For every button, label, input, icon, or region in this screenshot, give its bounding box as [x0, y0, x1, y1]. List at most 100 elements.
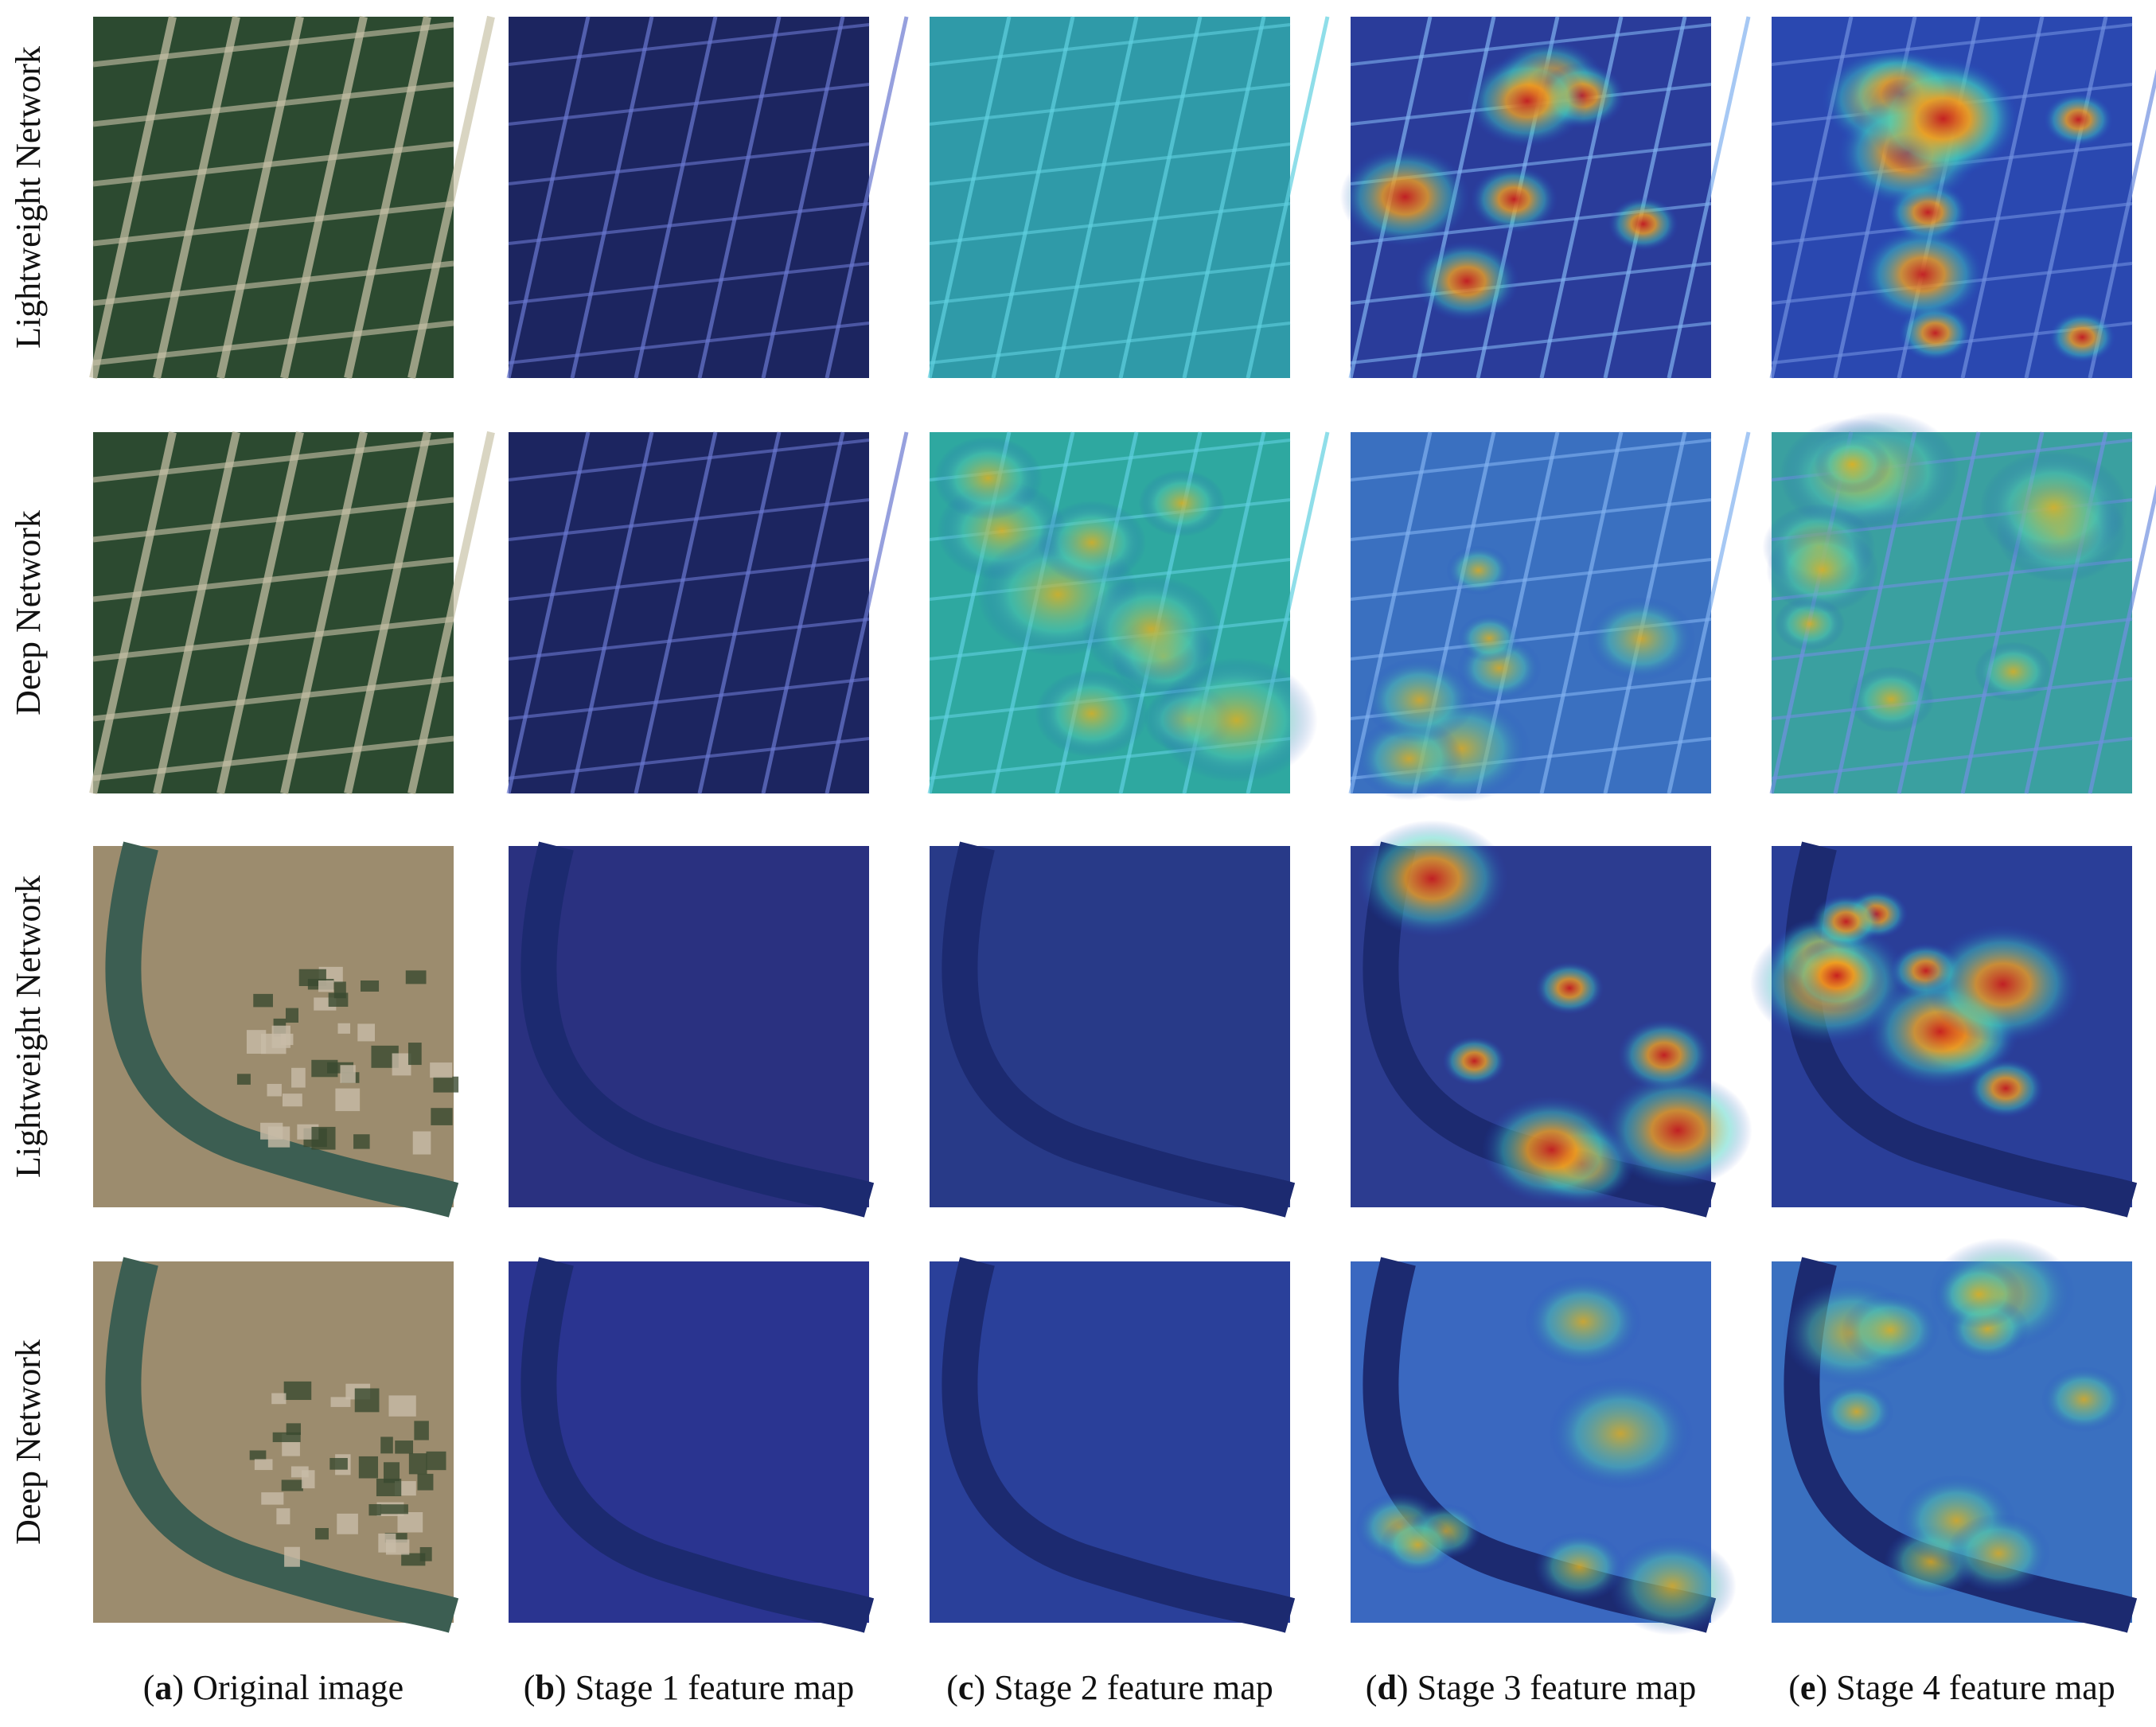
building — [388, 1395, 416, 1417]
panel-content — [1782, 1238, 2138, 1633]
activation-blob — [1379, 1515, 1456, 1574]
building — [281, 1479, 303, 1491]
building — [357, 1023, 376, 1042]
panel-content — [1355, 1257, 1737, 1635]
panel-content — [520, 1257, 875, 1633]
building — [433, 1076, 459, 1093]
building — [236, 1074, 251, 1085]
building — [383, 1462, 400, 1483]
building — [397, 1512, 423, 1533]
activation-blob — [1446, 545, 1511, 595]
building — [408, 1453, 427, 1475]
activation-blob — [1414, 240, 1519, 322]
field-road — [92, 616, 454, 662]
panel-content — [506, 431, 909, 794]
row-label: Lightweight Network — [9, 46, 48, 349]
building — [276, 1508, 290, 1525]
field-road — [1350, 558, 1712, 601]
activation-blob — [1603, 1073, 1752, 1188]
field-road — [929, 23, 1291, 66]
building — [405, 970, 427, 984]
building — [301, 1470, 315, 1489]
field-road — [89, 431, 177, 795]
building — [353, 1134, 370, 1149]
field-road — [153, 15, 240, 380]
field-road — [697, 431, 782, 794]
panel-content — [105, 841, 459, 1218]
panel-background — [509, 432, 869, 793]
field-road — [506, 16, 591, 379]
river — [942, 1257, 1296, 1633]
field-road — [1350, 498, 1712, 541]
image-panel — [509, 841, 875, 1218]
field-road — [344, 431, 431, 795]
field-road — [92, 81, 454, 127]
caption-text: ( — [946, 1668, 958, 1707]
panel-content — [927, 431, 1330, 794]
building — [291, 1067, 306, 1088]
image-panel — [506, 431, 909, 794]
building — [431, 1108, 453, 1125]
field-road — [634, 16, 718, 379]
activation-blob — [1766, 526, 1879, 614]
caption-text: ( — [1366, 1668, 1378, 1707]
building — [340, 1065, 356, 1083]
field-road — [506, 431, 591, 794]
panel-content — [1762, 411, 2156, 794]
activation-blob — [1933, 1259, 2025, 1329]
building — [267, 1126, 290, 1148]
field-road — [570, 431, 654, 794]
field-road — [92, 260, 454, 306]
activation-blob — [1155, 657, 1318, 783]
building — [283, 1381, 312, 1401]
river — [105, 1257, 459, 1633]
activation-blob — [1860, 226, 1986, 322]
caption-text: ) Stage 4 feature map — [1815, 1668, 2115, 1707]
building — [358, 1456, 379, 1479]
activation-blob — [1925, 925, 2080, 1044]
activation-blob — [1470, 166, 1558, 233]
panel-content — [506, 16, 909, 379]
image-panel — [1769, 16, 2156, 379]
field-road — [1350, 262, 1712, 305]
building — [271, 1393, 287, 1405]
panel-background — [93, 17, 454, 378]
image-panel — [1348, 431, 1751, 802]
activation-blob — [1979, 450, 2128, 564]
activation-blob — [1608, 1537, 1737, 1635]
field-road — [92, 320, 454, 366]
activation-blob — [1524, 1276, 1643, 1367]
field-road — [825, 16, 909, 379]
building — [254, 1459, 273, 1471]
activation-blob — [2043, 92, 2114, 147]
activation-blob — [1355, 820, 1509, 938]
activation-blob — [1866, 60, 2021, 178]
building — [380, 1504, 408, 1515]
field-road — [508, 322, 870, 365]
field-road — [1771, 677, 2133, 720]
river — [942, 841, 1296, 1218]
activation-blob — [1841, 1292, 1940, 1368]
caption-letter: d — [1377, 1668, 1396, 1707]
building — [249, 1450, 267, 1460]
building — [261, 1492, 284, 1505]
building — [354, 1388, 380, 1413]
field-road — [92, 735, 454, 782]
panel-background — [930, 17, 1290, 378]
field-road — [280, 15, 368, 380]
activation-blob — [1819, 1382, 1894, 1440]
activation-blob — [1814, 435, 1891, 494]
field-road — [216, 15, 304, 380]
building — [282, 1094, 302, 1107]
caption: (b) Stage 1 feature map — [524, 1668, 854, 1707]
field-road — [92, 437, 454, 483]
field-road — [1667, 431, 1751, 794]
building — [253, 993, 273, 1008]
river — [520, 841, 875, 1218]
building — [412, 1131, 431, 1155]
caption-text: ( — [143, 1668, 155, 1707]
field-road — [1118, 16, 1203, 379]
caption: (d) Stage 3 feature map — [1366, 1668, 1696, 1707]
field-road — [929, 83, 1291, 126]
panel-content — [520, 841, 875, 1218]
